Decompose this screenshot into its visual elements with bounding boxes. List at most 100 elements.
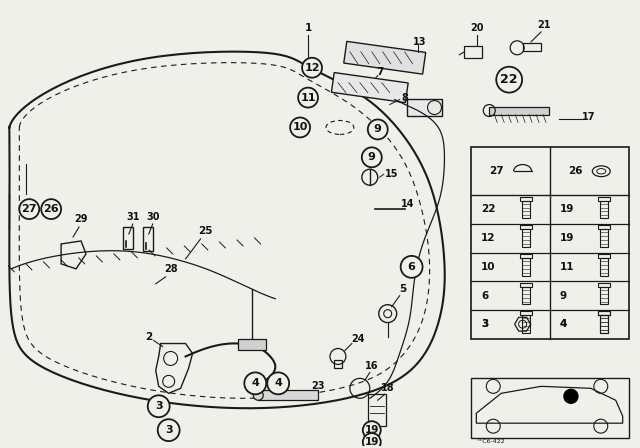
Text: 19: 19: [560, 233, 574, 243]
Text: 4: 4: [275, 379, 282, 388]
Text: 3: 3: [165, 425, 172, 435]
Text: 25: 25: [198, 226, 212, 236]
Bar: [123, 227, 133, 249]
Text: 19: 19: [365, 437, 379, 447]
Circle shape: [19, 199, 39, 219]
Bar: [522, 315, 529, 333]
Text: 30: 30: [146, 212, 159, 222]
Text: 31: 31: [126, 212, 140, 222]
Text: 3: 3: [481, 319, 488, 329]
Bar: [522, 201, 529, 219]
Polygon shape: [407, 99, 442, 116]
Text: 27: 27: [22, 204, 37, 214]
Text: 12: 12: [304, 63, 320, 73]
Text: 6: 6: [481, 291, 488, 301]
Bar: [600, 229, 608, 247]
Bar: [238, 339, 266, 350]
Bar: [520, 197, 532, 201]
Bar: [471, 379, 628, 438]
Circle shape: [41, 199, 61, 219]
Bar: [520, 225, 532, 229]
Bar: [334, 361, 342, 368]
Circle shape: [496, 67, 522, 93]
Text: 5: 5: [399, 284, 406, 294]
Bar: [598, 225, 611, 229]
Text: 21: 21: [538, 20, 551, 30]
Text: 1: 1: [305, 23, 312, 33]
Text: 8: 8: [401, 93, 408, 103]
Text: 19: 19: [560, 204, 574, 215]
Text: 4: 4: [560, 319, 567, 329]
Bar: [598, 197, 611, 201]
Circle shape: [298, 88, 318, 108]
Bar: [522, 287, 529, 305]
Text: 3: 3: [155, 401, 163, 411]
Text: 17: 17: [582, 112, 596, 122]
Circle shape: [302, 58, 322, 78]
Bar: [465, 46, 483, 58]
Circle shape: [268, 372, 289, 394]
Text: 27: 27: [490, 166, 504, 176]
Circle shape: [368, 120, 388, 139]
Text: 18: 18: [381, 383, 394, 393]
Text: 26: 26: [44, 204, 59, 214]
Text: 9: 9: [374, 125, 381, 134]
Circle shape: [564, 389, 578, 403]
Bar: [522, 229, 529, 247]
Polygon shape: [344, 41, 426, 74]
Bar: [600, 315, 608, 333]
Circle shape: [363, 421, 381, 439]
Bar: [523, 43, 541, 51]
Bar: [520, 254, 532, 258]
Text: 10: 10: [292, 122, 308, 133]
Bar: [600, 201, 608, 219]
Text: 11: 11: [300, 93, 316, 103]
Text: 13: 13: [413, 37, 426, 47]
Bar: [600, 315, 608, 333]
Text: 19: 19: [365, 425, 379, 435]
Circle shape: [148, 395, 170, 417]
Bar: [259, 390, 318, 400]
Text: 10: 10: [481, 262, 496, 272]
Polygon shape: [332, 73, 408, 103]
Text: 22: 22: [500, 73, 518, 86]
Bar: [368, 394, 386, 426]
Bar: [600, 287, 608, 305]
Text: 2: 2: [145, 332, 152, 341]
Bar: [598, 283, 611, 287]
Bar: [471, 147, 628, 339]
Bar: [522, 258, 529, 276]
Text: °°C6-422: °°C6-422: [476, 439, 505, 444]
Text: 9: 9: [560, 291, 567, 301]
Bar: [600, 258, 608, 276]
Bar: [598, 311, 611, 315]
Text: 20: 20: [470, 23, 484, 33]
Bar: [489, 107, 549, 115]
Text: 16: 16: [365, 362, 378, 371]
Text: 6: 6: [408, 262, 415, 272]
Bar: [598, 311, 611, 315]
Text: 4: 4: [560, 319, 567, 329]
Text: 3: 3: [481, 319, 488, 329]
Circle shape: [401, 256, 422, 278]
Text: 24: 24: [351, 334, 365, 344]
Text: 9: 9: [368, 152, 376, 162]
Circle shape: [362, 147, 381, 167]
Bar: [520, 283, 532, 287]
Circle shape: [363, 433, 381, 448]
Text: 28: 28: [164, 264, 177, 274]
Text: 29: 29: [74, 214, 88, 224]
Text: 11: 11: [560, 262, 575, 272]
Text: 22: 22: [481, 204, 496, 215]
Circle shape: [157, 419, 180, 441]
Bar: [598, 254, 611, 258]
Text: 12: 12: [481, 233, 496, 243]
Text: 15: 15: [385, 169, 399, 179]
Text: 26: 26: [568, 166, 582, 176]
Text: 23: 23: [311, 381, 324, 392]
Bar: [143, 227, 153, 251]
Circle shape: [244, 372, 266, 394]
Bar: [520, 311, 532, 315]
Circle shape: [290, 117, 310, 138]
Text: 14: 14: [401, 199, 414, 209]
